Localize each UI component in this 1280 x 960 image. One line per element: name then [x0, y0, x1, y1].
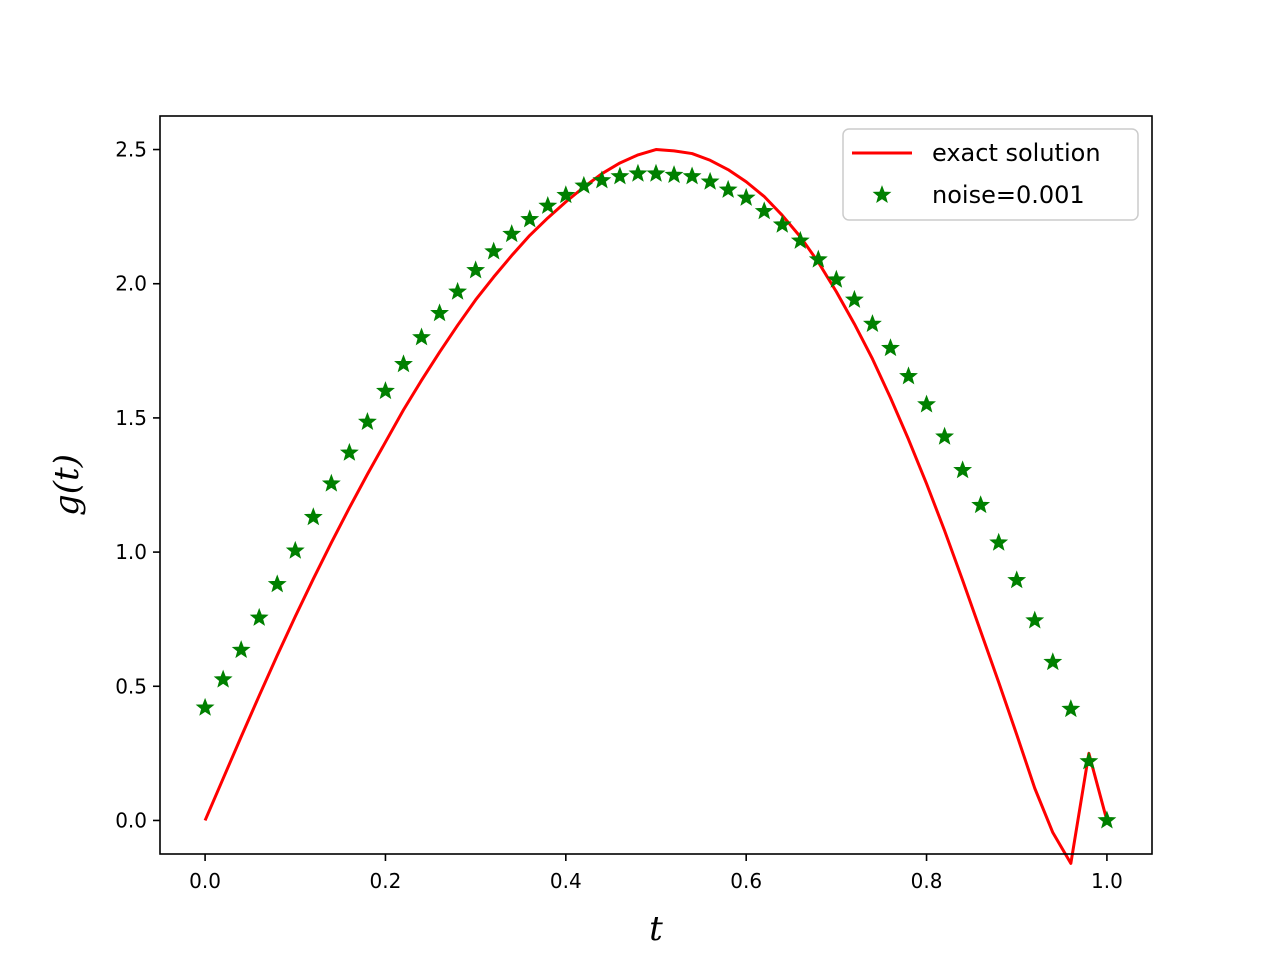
data-point [628, 163, 648, 182]
data-point [1097, 810, 1117, 829]
data-point [213, 669, 233, 688]
y-tick-label: 0.0 [115, 808, 147, 832]
data-point [935, 426, 955, 445]
data-point [917, 394, 936, 413]
data-point [484, 241, 504, 260]
data-point [195, 697, 215, 716]
data-point [1061, 699, 1081, 718]
data-point [339, 442, 359, 461]
data-point [285, 540, 305, 559]
x-tick-label: 0.2 [370, 869, 402, 893]
data-point [863, 314, 882, 333]
y-tick-label: 2.5 [115, 138, 147, 162]
data-point [899, 366, 918, 385]
legend-box [842, 128, 1139, 221]
data-point [754, 201, 774, 220]
legend-label: noise=0.001 [932, 181, 1085, 209]
data-point [971, 495, 991, 514]
data-point [826, 269, 846, 288]
data-point [376, 381, 395, 400]
x-tick-label: 1.0 [1091, 869, 1123, 893]
data-point [953, 460, 973, 479]
y-tick-label: 1.5 [115, 406, 147, 430]
data-point [502, 224, 522, 243]
data-point [700, 171, 720, 190]
y-tick-label: 0.5 [115, 674, 147, 698]
data-point [989, 532, 1009, 551]
data-point [736, 187, 756, 206]
data-point [610, 166, 630, 185]
x-tick-label: 0.0 [189, 869, 221, 893]
legend-label: exact solution [932, 139, 1101, 167]
data-point [321, 473, 341, 492]
data-point [538, 195, 558, 214]
data-point [412, 327, 431, 346]
y-tick-label: 1.0 [115, 540, 147, 564]
data-point [664, 165, 684, 184]
x-tick-label: 0.4 [550, 869, 582, 893]
data-point [231, 640, 251, 659]
data-point [718, 179, 738, 198]
legend-star-swatch [872, 185, 892, 204]
data-point [556, 185, 576, 204]
axes-frame [159, 115, 1153, 855]
data-point [808, 249, 828, 268]
data-point [772, 214, 792, 233]
data-point [682, 166, 702, 185]
data-point [592, 170, 612, 189]
data-point [303, 507, 323, 526]
data-point [249, 607, 269, 626]
data-point [1007, 570, 1027, 589]
axis-ticks: 0.0 0.2 0.4 0.6 0.8 1.0 0.0 0.5 1.0 1.5 2.0 2.5 [115, 138, 1123, 893]
data-point [844, 289, 864, 308]
x-tick-label: 0.6 [730, 869, 762, 893]
data-point [394, 354, 413, 373]
data-point [1043, 652, 1063, 671]
data-point [520, 209, 540, 228]
series-line-0 [203, 148, 1109, 865]
data-point [646, 163, 666, 182]
y-tick-label: 2.0 [115, 272, 147, 296]
data-point [448, 281, 468, 300]
data-point [1079, 751, 1099, 770]
data-point [430, 303, 449, 322]
x-axis-label: t [649, 909, 663, 949]
legend: exact solution noise=0.001 [842, 128, 1139, 221]
y-axis-label: g(t) [47, 454, 87, 516]
data-point [267, 574, 287, 593]
data-point [881, 338, 900, 357]
data-point [466, 260, 486, 279]
data-point [574, 175, 594, 194]
plot-area [195, 148, 1117, 865]
x-tick-label: 0.8 [911, 869, 943, 893]
data-point [1025, 610, 1045, 629]
data-point [790, 230, 810, 249]
data-point [357, 412, 377, 430]
